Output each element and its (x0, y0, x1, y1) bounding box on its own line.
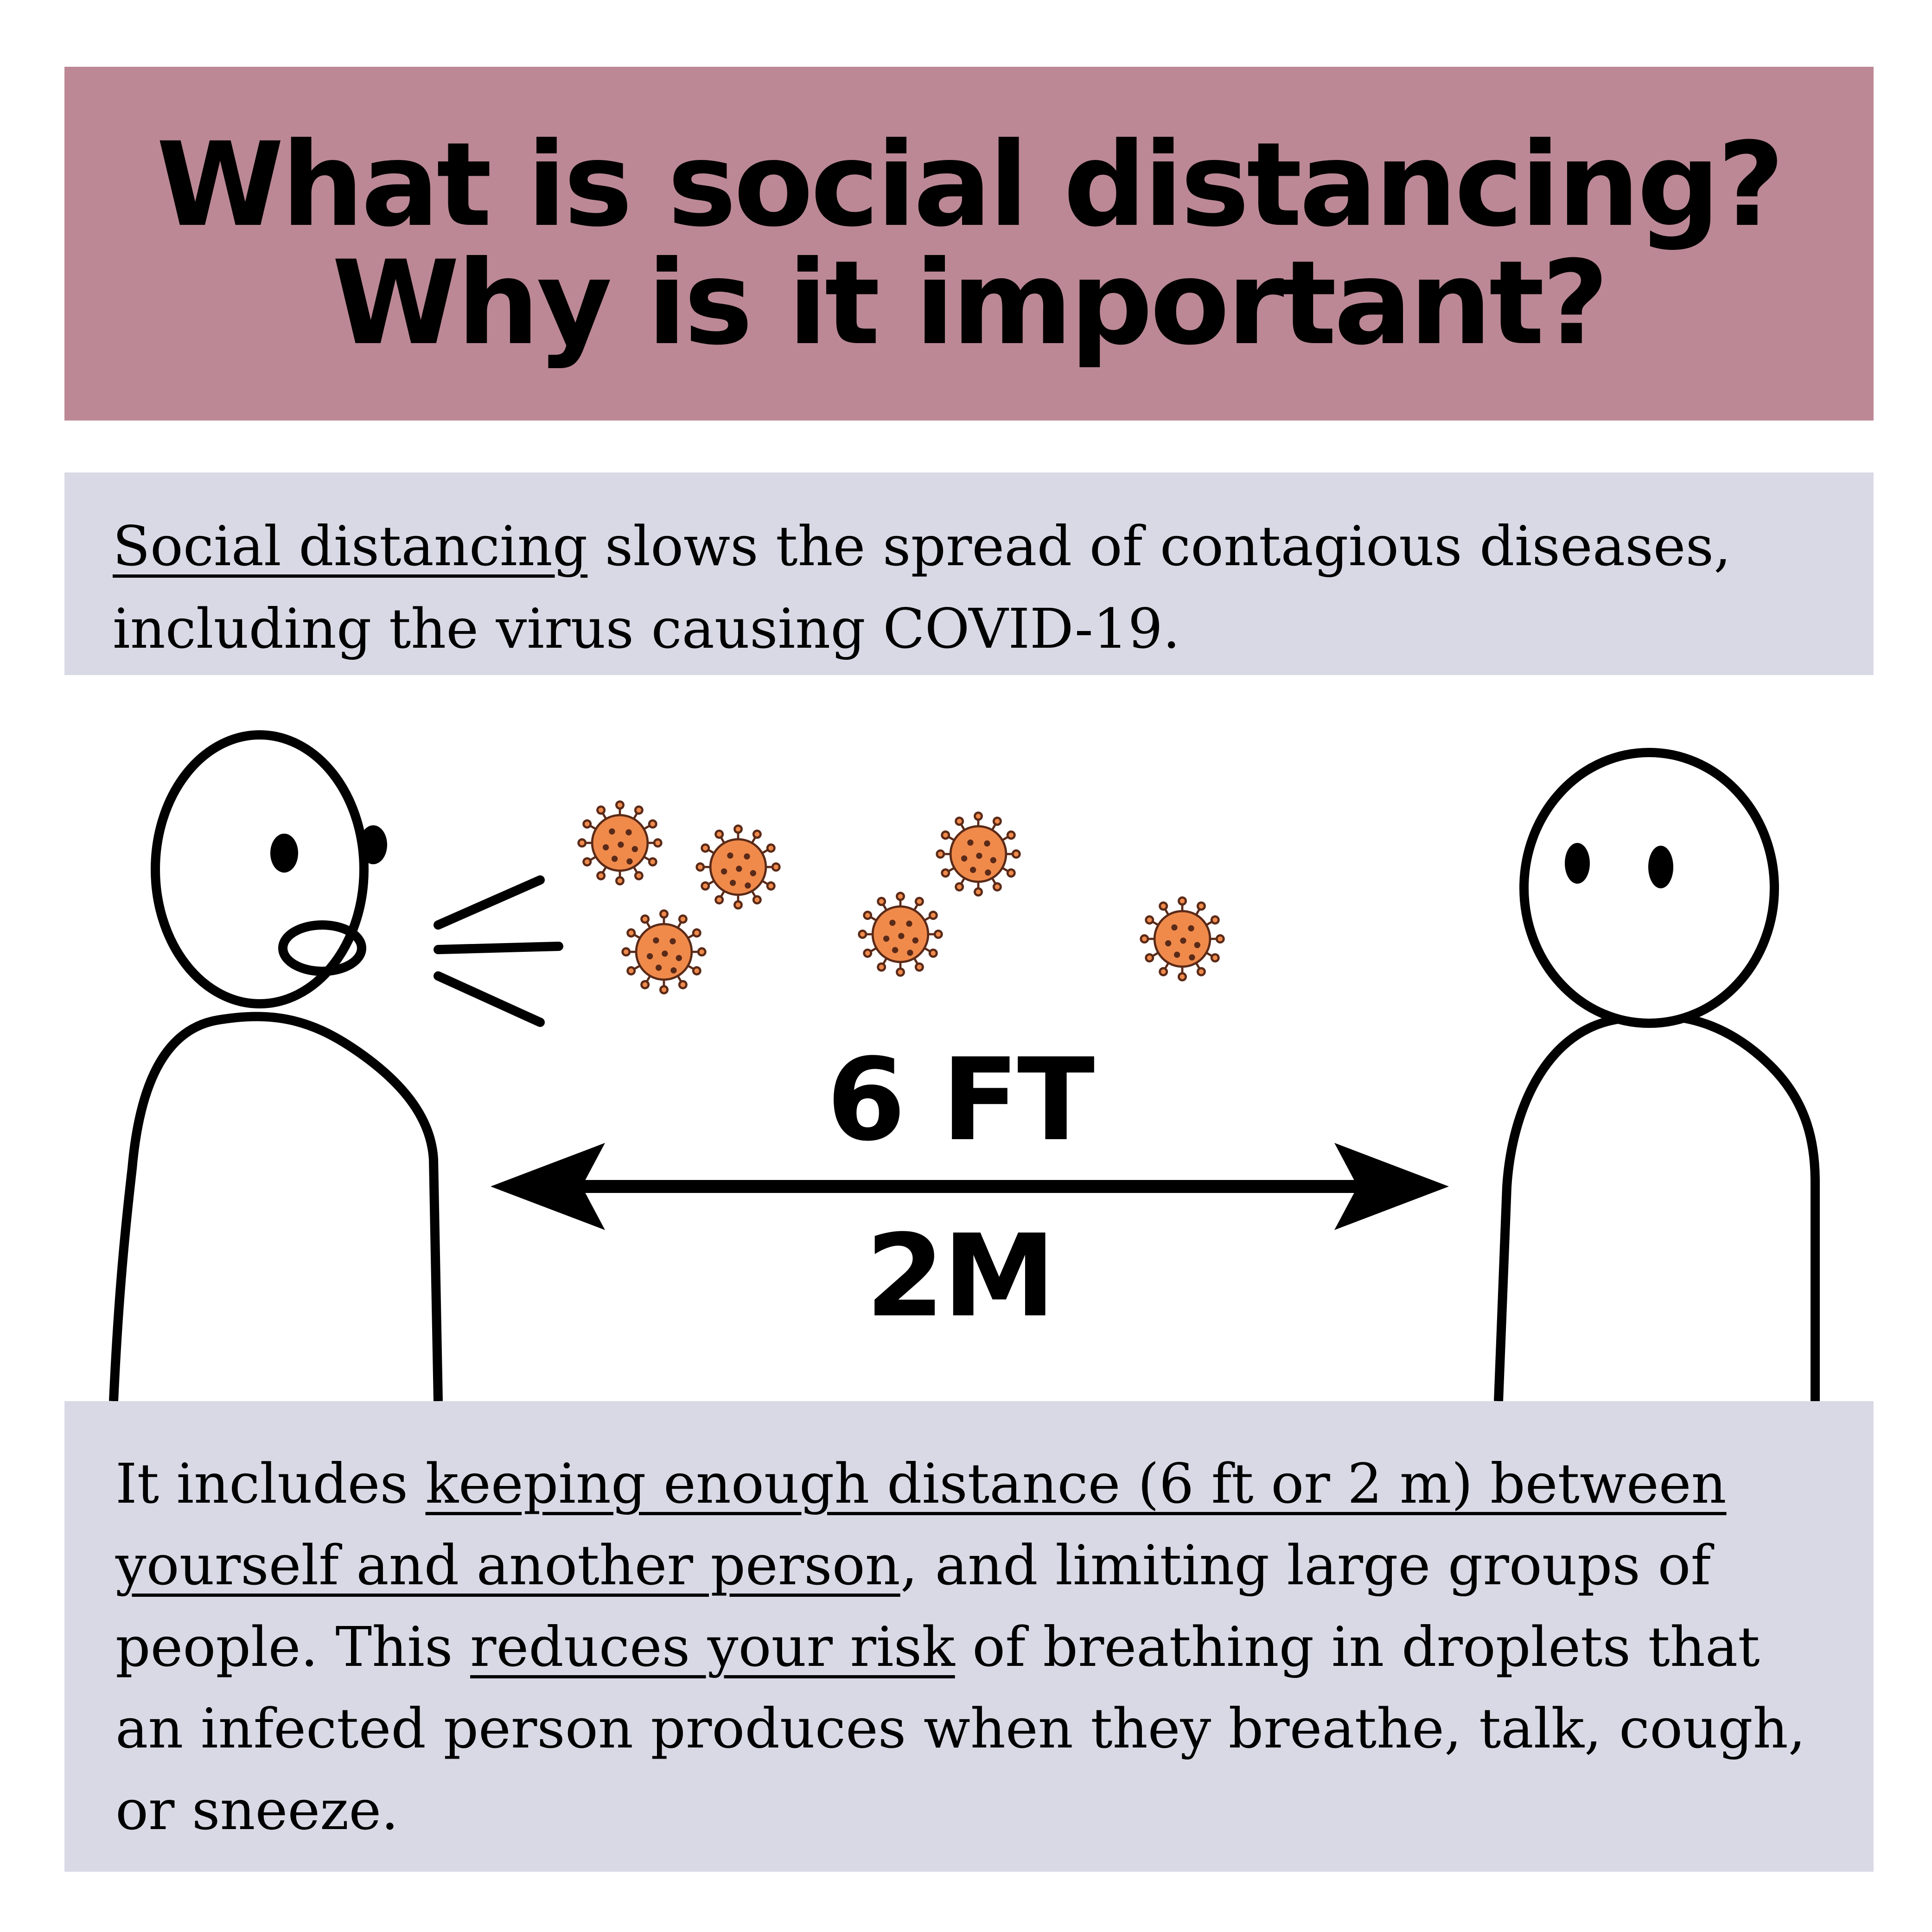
distance-meters-label: 2M (865, 1210, 1056, 1342)
title-line-1: What is social distancing? (156, 117, 1785, 252)
details-text: , and limiting large groups of people. T… (115, 1533, 1711, 1679)
listening-person-icon (1494, 748, 1820, 1402)
intro-term: Social distancing (113, 514, 588, 578)
intro-panel: Social distancing slows the spread of co… (64, 472, 1874, 675)
details-emphasis-risk: reduces your risk (470, 1615, 955, 1679)
distancing-illustration (109, 730, 1820, 1402)
speaking-person-icon (109, 730, 563, 1402)
details-text: It includes (115, 1452, 426, 1516)
virus-icon (1141, 898, 1224, 981)
virus-icon (859, 893, 942, 976)
double-arrow-icon (491, 1143, 1449, 1230)
virus-icon (579, 802, 662, 885)
distance-feet-label: 6 FT (826, 1034, 1095, 1166)
intro-text-line-2: including the virus causing COVID-19. (113, 597, 1180, 661)
virus-icon (697, 826, 780, 909)
details-emphasis-distance: keeping enough distance (6 ft or 2 m) be… (115, 1452, 1727, 1597)
virus-icon (623, 911, 706, 994)
title-banner: What is social distancing? Why is it imp… (64, 67, 1874, 421)
intro-text: slows the spread of contagious diseases, (587, 514, 1731, 578)
details-text: of breathing in droplets that an infecte… (115, 1615, 1806, 1842)
title-line-2: Why is it important? (332, 235, 1609, 370)
details-panel: It includes keeping enough distance (6 f… (64, 1401, 1874, 1872)
virus-icon (937, 813, 1020, 896)
